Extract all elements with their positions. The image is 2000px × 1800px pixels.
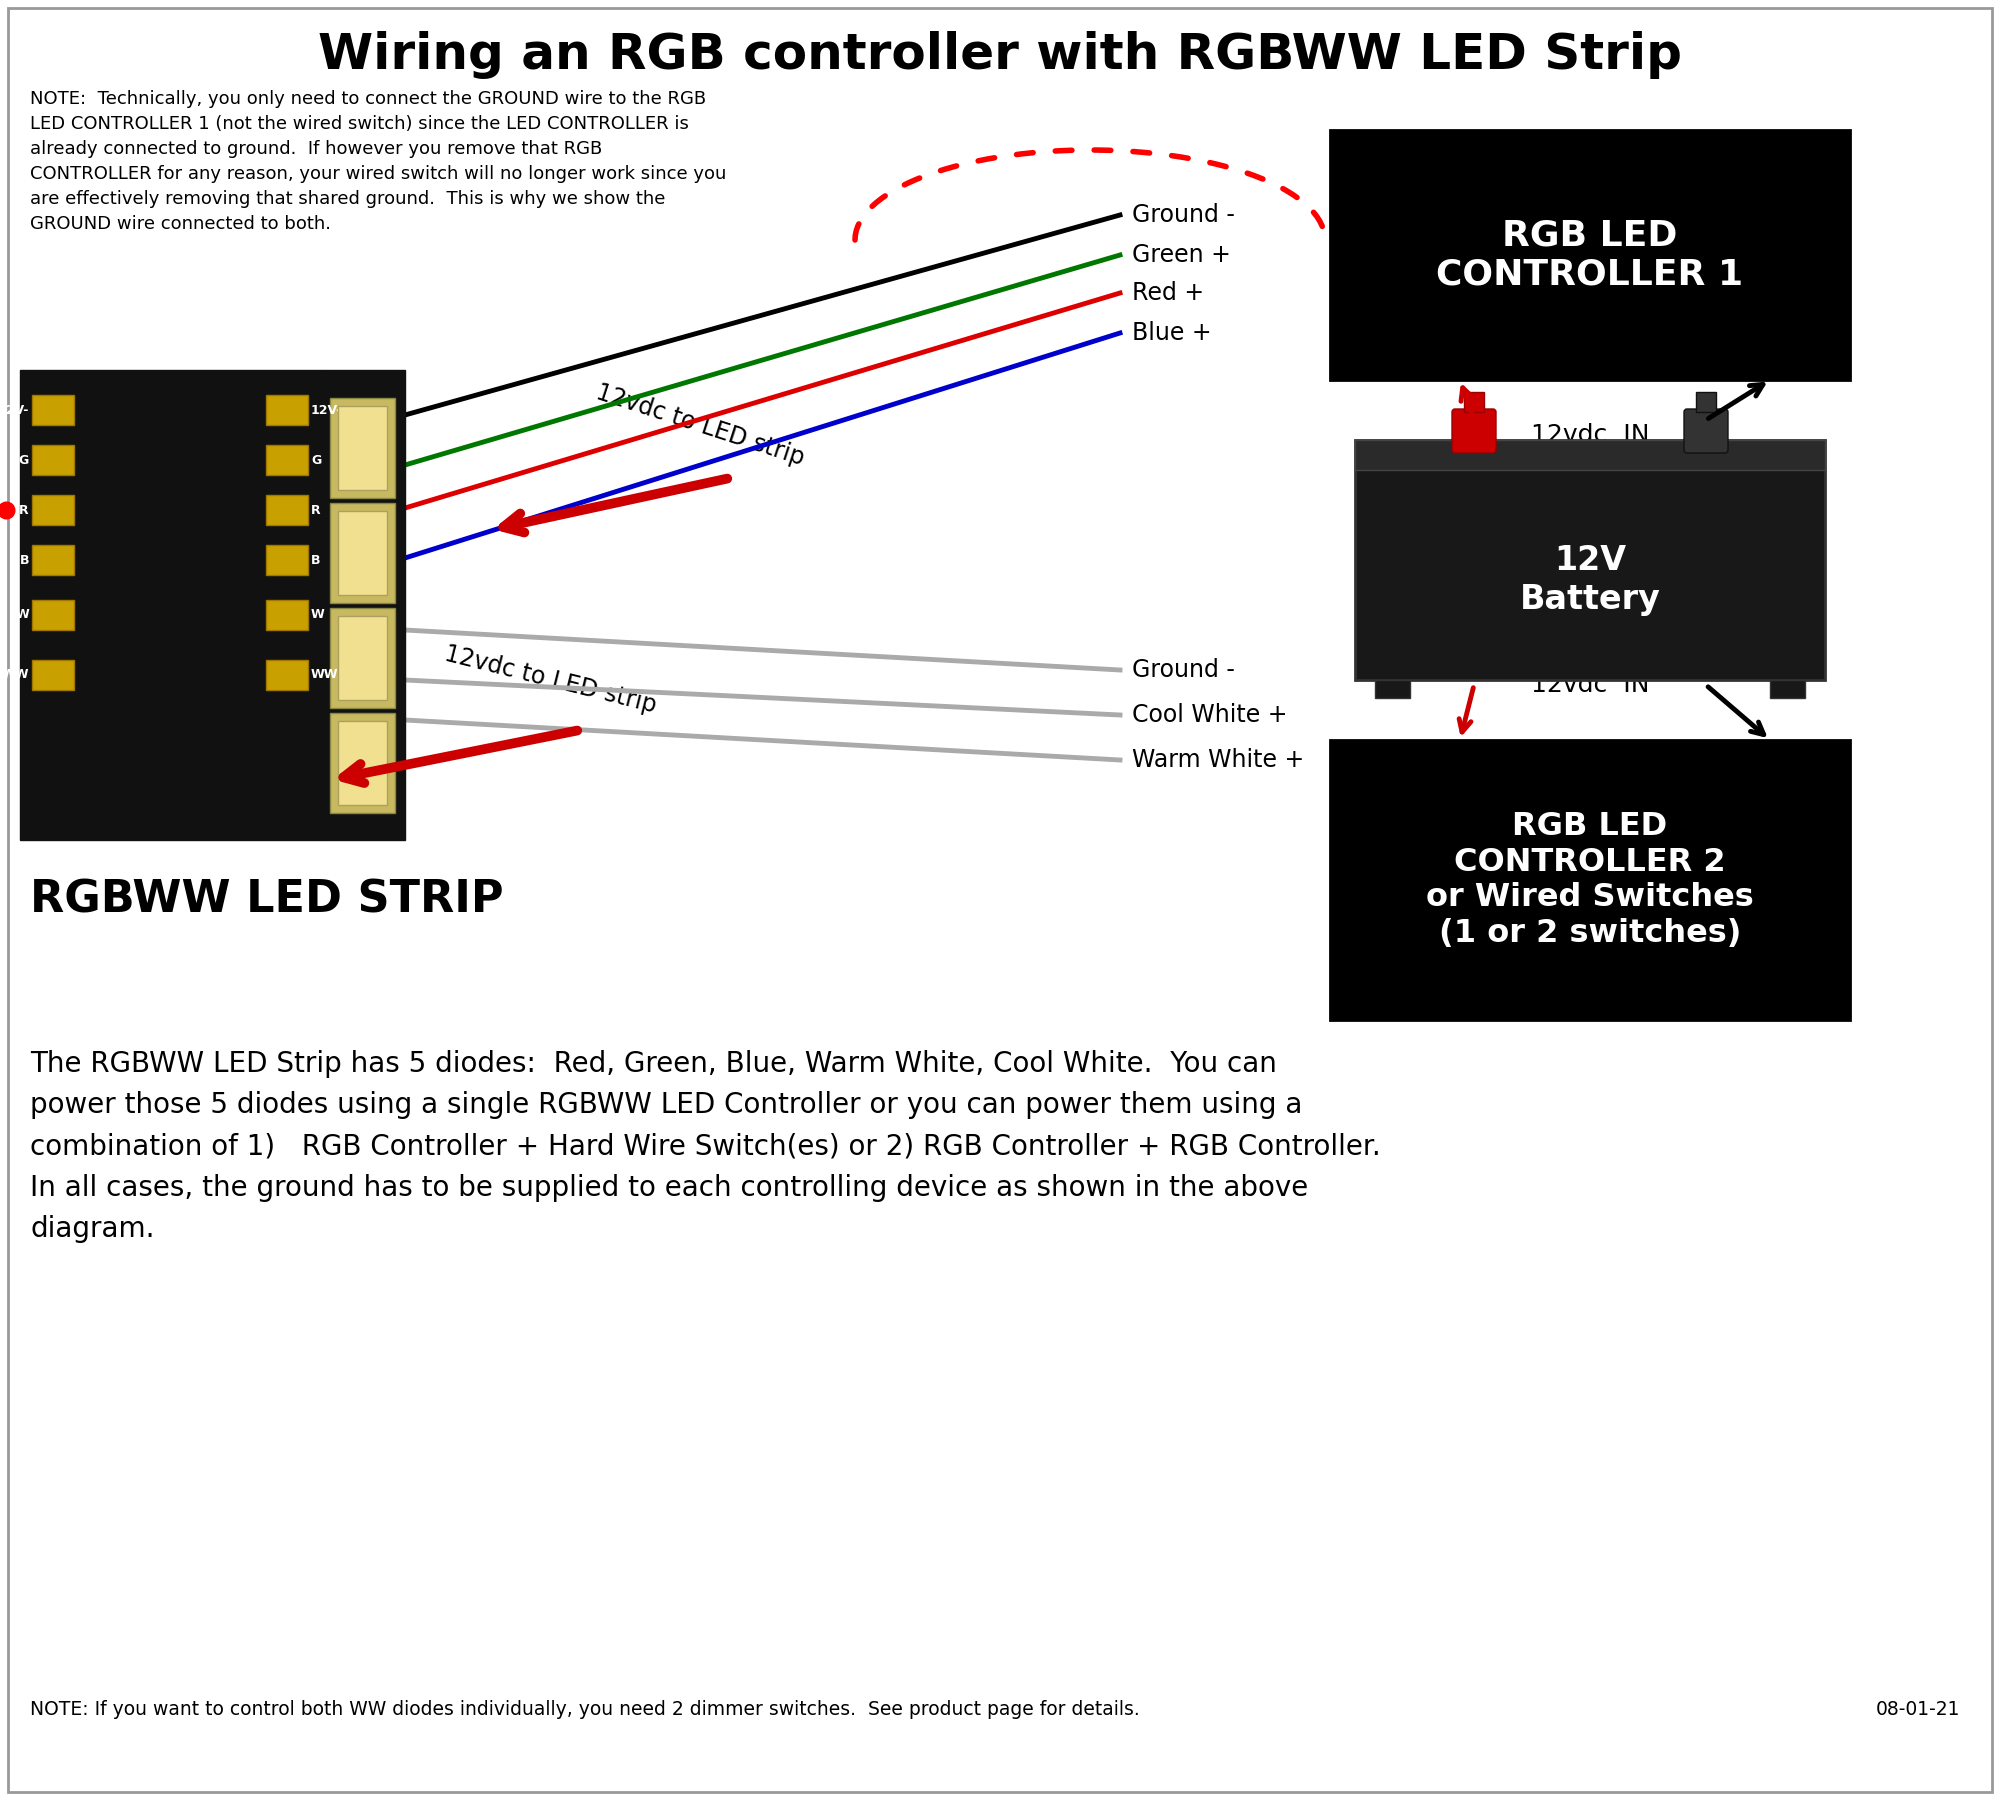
FancyBboxPatch shape	[1330, 740, 1850, 1021]
Text: Wiring an RGB controller with RGBWW LED Strip: Wiring an RGB controller with RGBWW LED …	[318, 31, 1682, 79]
Text: 12V
Battery: 12V Battery	[1520, 544, 1660, 616]
FancyBboxPatch shape	[32, 495, 74, 526]
Text: 12vdc  IN: 12vdc IN	[1530, 423, 1650, 446]
FancyBboxPatch shape	[1452, 409, 1496, 454]
FancyBboxPatch shape	[330, 398, 396, 497]
FancyBboxPatch shape	[330, 502, 396, 603]
Text: Warm White +: Warm White +	[1132, 749, 1304, 772]
Text: The RGBWW LED Strip has 5 diodes:  Red, Green, Blue, Warm White, Cool White.  Yo: The RGBWW LED Strip has 5 diodes: Red, G…	[30, 1049, 1380, 1242]
Text: WW: WW	[2, 668, 28, 682]
FancyBboxPatch shape	[330, 608, 396, 707]
FancyBboxPatch shape	[1356, 439, 1824, 680]
FancyBboxPatch shape	[1464, 392, 1484, 412]
Text: Red +: Red +	[1132, 281, 1204, 304]
Text: 08-01-21: 08-01-21	[1876, 1699, 1960, 1719]
Text: Cool White +: Cool White +	[1132, 704, 1288, 727]
Text: Ground -: Ground -	[1132, 659, 1234, 682]
FancyBboxPatch shape	[1356, 439, 1824, 470]
Text: W: W	[16, 608, 28, 621]
Text: Blue +: Blue +	[1132, 320, 1212, 346]
Text: R: R	[20, 504, 28, 517]
Text: 12vdc to LED strip: 12vdc to LED strip	[442, 643, 658, 718]
Text: R: R	[312, 504, 320, 517]
Text: G: G	[312, 454, 322, 466]
FancyBboxPatch shape	[32, 599, 74, 630]
FancyBboxPatch shape	[1696, 392, 1716, 412]
FancyBboxPatch shape	[32, 545, 74, 574]
Text: W: W	[312, 608, 324, 621]
FancyBboxPatch shape	[266, 495, 308, 526]
FancyBboxPatch shape	[330, 713, 396, 812]
FancyBboxPatch shape	[338, 511, 388, 594]
FancyBboxPatch shape	[32, 394, 74, 425]
Text: RGBWW LED STRIP: RGBWW LED STRIP	[30, 878, 504, 922]
Text: NOTE:  Technically, you only need to connect the GROUND wire to the RGB
LED CONT: NOTE: Technically, you only need to conn…	[30, 90, 726, 232]
FancyBboxPatch shape	[338, 405, 388, 490]
Text: 12V-: 12V-	[0, 403, 28, 416]
FancyBboxPatch shape	[32, 445, 74, 475]
FancyBboxPatch shape	[266, 599, 308, 630]
Text: Ground -: Ground -	[1132, 203, 1234, 227]
FancyBboxPatch shape	[338, 720, 388, 805]
FancyBboxPatch shape	[266, 661, 308, 689]
Text: 12vdc  IN: 12vdc IN	[1530, 673, 1650, 697]
Text: RGB LED
CONTROLLER 1: RGB LED CONTROLLER 1	[1436, 218, 1744, 292]
FancyBboxPatch shape	[1770, 680, 1804, 698]
Text: 12V-: 12V-	[312, 403, 342, 416]
FancyBboxPatch shape	[266, 545, 308, 574]
FancyBboxPatch shape	[266, 394, 308, 425]
FancyBboxPatch shape	[320, 371, 404, 841]
FancyBboxPatch shape	[1376, 680, 1410, 698]
Text: WW: WW	[312, 668, 338, 682]
FancyBboxPatch shape	[32, 661, 74, 689]
Text: B: B	[312, 554, 320, 567]
Text: 12vdc to LED strip: 12vdc to LED strip	[592, 380, 808, 470]
FancyBboxPatch shape	[1330, 130, 1850, 380]
Text: Green +: Green +	[1132, 243, 1230, 266]
FancyBboxPatch shape	[1684, 409, 1728, 454]
Text: B: B	[20, 554, 28, 567]
FancyBboxPatch shape	[338, 616, 388, 700]
Text: RGB LED
CONTROLLER 2
or Wired Switches
(1 or 2 switches): RGB LED CONTROLLER 2 or Wired Switches (…	[1426, 810, 1754, 949]
Text: G: G	[18, 454, 28, 466]
FancyBboxPatch shape	[20, 371, 320, 841]
Text: NOTE: If you want to control both WW diodes individually, you need 2 dimmer swit: NOTE: If you want to control both WW dio…	[30, 1699, 1140, 1719]
FancyBboxPatch shape	[266, 445, 308, 475]
